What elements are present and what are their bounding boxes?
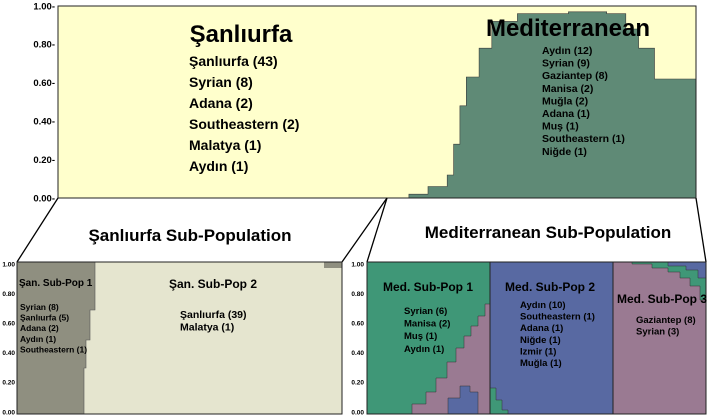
- san-subpop-y-axis: 1.00 0.80 0.60 0.40 0.20 0.00: [2, 261, 15, 416]
- san-subpop1-member: Adana (2): [20, 323, 59, 333]
- san-subpop1-member-list: Syrian (8)Şanlıurfa (5)Adana (2)Aydın (1…: [20, 302, 87, 354]
- med-subpop2-member: Adana (1): [520, 323, 563, 334]
- med-subpop3-top-mix-green: [613, 261, 707, 301]
- med-subpop3-member: Gaziantep (8): [636, 315, 696, 326]
- connector-right-outer: [695, 197, 707, 263]
- med-subpop1-member: Muş (1): [404, 331, 437, 342]
- med-y-tick-label: 0.40: [351, 350, 364, 357]
- med-subpop3-area: [613, 262, 706, 414]
- sanliurfa-member: Adana (2): [189, 95, 253, 111]
- san-subpop1-member: Syrian (8): [20, 302, 59, 312]
- med-y-tick-label: 1.00: [351, 261, 364, 268]
- med-subpop1-mixed-steps: [411, 303, 491, 415]
- cluster-title-sanliurfa: Şanlıurfa: [190, 21, 293, 48]
- med-subpop2-mixed-steps: [489, 387, 509, 415]
- subpop-title-mediterranean: Mediterranean Sub-Population: [425, 223, 672, 242]
- cluster-title-san-subpop2: Şan. Sub-Pop 2: [169, 277, 257, 291]
- med-subpop2-member: Muğla (1): [520, 358, 562, 369]
- mediterranean-member: Syrian (9): [542, 58, 590, 70]
- top-y-tick-label: 0.00-: [33, 193, 55, 204]
- mediterranean-member: Gaziantep (8): [542, 70, 608, 82]
- san-subpop1-member: Southeastern (1): [20, 344, 87, 354]
- top-mediterranean-area: [58, 11, 697, 199]
- top-y-tick-label: 1.00-: [33, 1, 55, 12]
- top-y-tick-label: 0.20-: [33, 155, 55, 166]
- sanliurfa-member-list: Şanlıurfa (43) Syrian (8) Adana (2) Southea…: [189, 53, 299, 174]
- top-y-tick-label: 0.80-: [33, 40, 55, 51]
- med-subpop1-member-list: Syrian (6) Manisa (2)Muş (1) Aydın (1): [404, 306, 450, 355]
- mediterranean-member: Aydın (12): [542, 45, 592, 57]
- sanliurfa-member: Şanlıurfa (43): [189, 53, 278, 69]
- cluster-title-med-subpop3: Med. Sub-Pop 3: [617, 292, 707, 306]
- connector-right-inner: [366, 197, 388, 263]
- connector-left-inner: [341, 197, 388, 263]
- med-subpop1-member: Aydın (1): [404, 344, 444, 355]
- mediterranean-member: Manisa (2): [542, 83, 593, 95]
- med-y-tick-label: 0.20: [351, 380, 364, 387]
- med-y-tick-label: 0.80: [351, 291, 364, 298]
- top-y-axis: 1.00- 0.80- 0.60- 0.40- 0.20- 0.00-: [33, 1, 55, 204]
- san-y-tick-label: 0.20: [2, 380, 15, 387]
- subpopulation-connectors: [16, 197, 707, 263]
- cluster-title-san-subpop1: Şan. Sub-Pop 1: [19, 278, 93, 289]
- san-y-tick-label: 0.60: [2, 320, 15, 327]
- med-y-tick-label: 0.00: [351, 409, 364, 416]
- med-subpop2-member-list: Aydın (10)Southeastern (1)Adana (1)Niğde…: [520, 300, 595, 369]
- med-subpop2-area: [490, 262, 613, 414]
- san-subpop1-member: Şanlıurfa (5): [20, 313, 69, 323]
- mediterranean-member: Muğla (2): [542, 95, 588, 107]
- san-subpop2-member: Malatya (1): [180, 322, 234, 334]
- med-subpop2-member: Southeastern (1): [520, 312, 595, 323]
- med-subpop-y-axis: 1.00 0.80 0.60 0.40 0.20 0.00: [351, 261, 364, 416]
- cluster-title-med-subpop1: Med. Sub-Pop 1: [383, 280, 473, 294]
- top-y-tick-label: 0.60-: [33, 78, 55, 89]
- mediterranean-subpop-panel: 1.000.800.600.400.200.00 Med. Sub-Pop 1 …: [351, 261, 707, 416]
- san-subpop-sliver: [324, 262, 342, 268]
- san-subpop2-member-list: Şanlıurfa (39)Malatya (1): [180, 309, 247, 334]
- mediterranean-member: Niğde (1): [542, 146, 587, 158]
- sanliurfa-member: Aydın (1): [189, 158, 248, 174]
- med-subpop3-member-list: Gaziantep (8)Syrian (3): [636, 315, 696, 338]
- mediterranean-member-list: Aydın (12)Syrian (9)Gaziantep (8)Manisa …: [542, 45, 625, 158]
- sanliurfa-subpop-panel: 1.000.800.600.400.200.00 Şan. Sub-Pop 1 …: [2, 261, 343, 416]
- san-y-tick-label: 0.00: [2, 409, 15, 416]
- sanliurfa-member: Malatya (1): [189, 137, 261, 153]
- san-subpop1-member: Aydın (1): [20, 334, 56, 344]
- sanliurfa-member: Syrian (8): [189, 74, 253, 90]
- san-y-tick-label: 1.00: [2, 261, 15, 268]
- cluster-title-med-subpop2: Med. Sub-Pop 2: [505, 280, 595, 294]
- med-subpop2-member: Izmir (1): [520, 346, 556, 357]
- mediterranean-member: Adana (1): [542, 108, 590, 120]
- med-subpop2-member: Aydın (10): [520, 300, 566, 311]
- san-subpop-border: [16, 261, 343, 415]
- med-y-tick-label: 0.60: [351, 320, 364, 327]
- top-plot-border: [57, 5, 697, 199]
- mediterranean-member: Southeastern (1): [542, 133, 625, 145]
- san-y-tick-label: 0.40: [2, 350, 15, 357]
- med-subpop-border: [366, 261, 707, 415]
- cluster-title-mediterranean: Mediterranean: [486, 15, 650, 42]
- med-subpop3-member: Syrian (3): [636, 327, 679, 338]
- top-y-tick-label: 0.40-: [33, 117, 55, 128]
- med-subpop1-member: Syrian (6): [404, 306, 447, 317]
- mediterranean-member: Muş (1): [542, 121, 579, 133]
- med-subpop1-mixed-blue: [447, 385, 479, 415]
- san-subpop2-member: Şanlıurfa (39): [180, 309, 247, 321]
- san-y-tick-label: 0.80: [2, 291, 15, 298]
- sanliurfa-member: Southeastern (2): [189, 116, 299, 132]
- subpop-title-sanliurfa: Şanlıurfa Sub-Population: [88, 226, 291, 245]
- connector-left-outer: [16, 197, 59, 263]
- top-panel: 1.00- 0.80- 0.60- 0.40- 0.20- 0.00- Şanlıurfa…: [33, 1, 697, 204]
- med-subpop2-member: Niğde (1): [520, 335, 561, 346]
- med-subpop1-member: Manisa (2): [404, 319, 450, 330]
